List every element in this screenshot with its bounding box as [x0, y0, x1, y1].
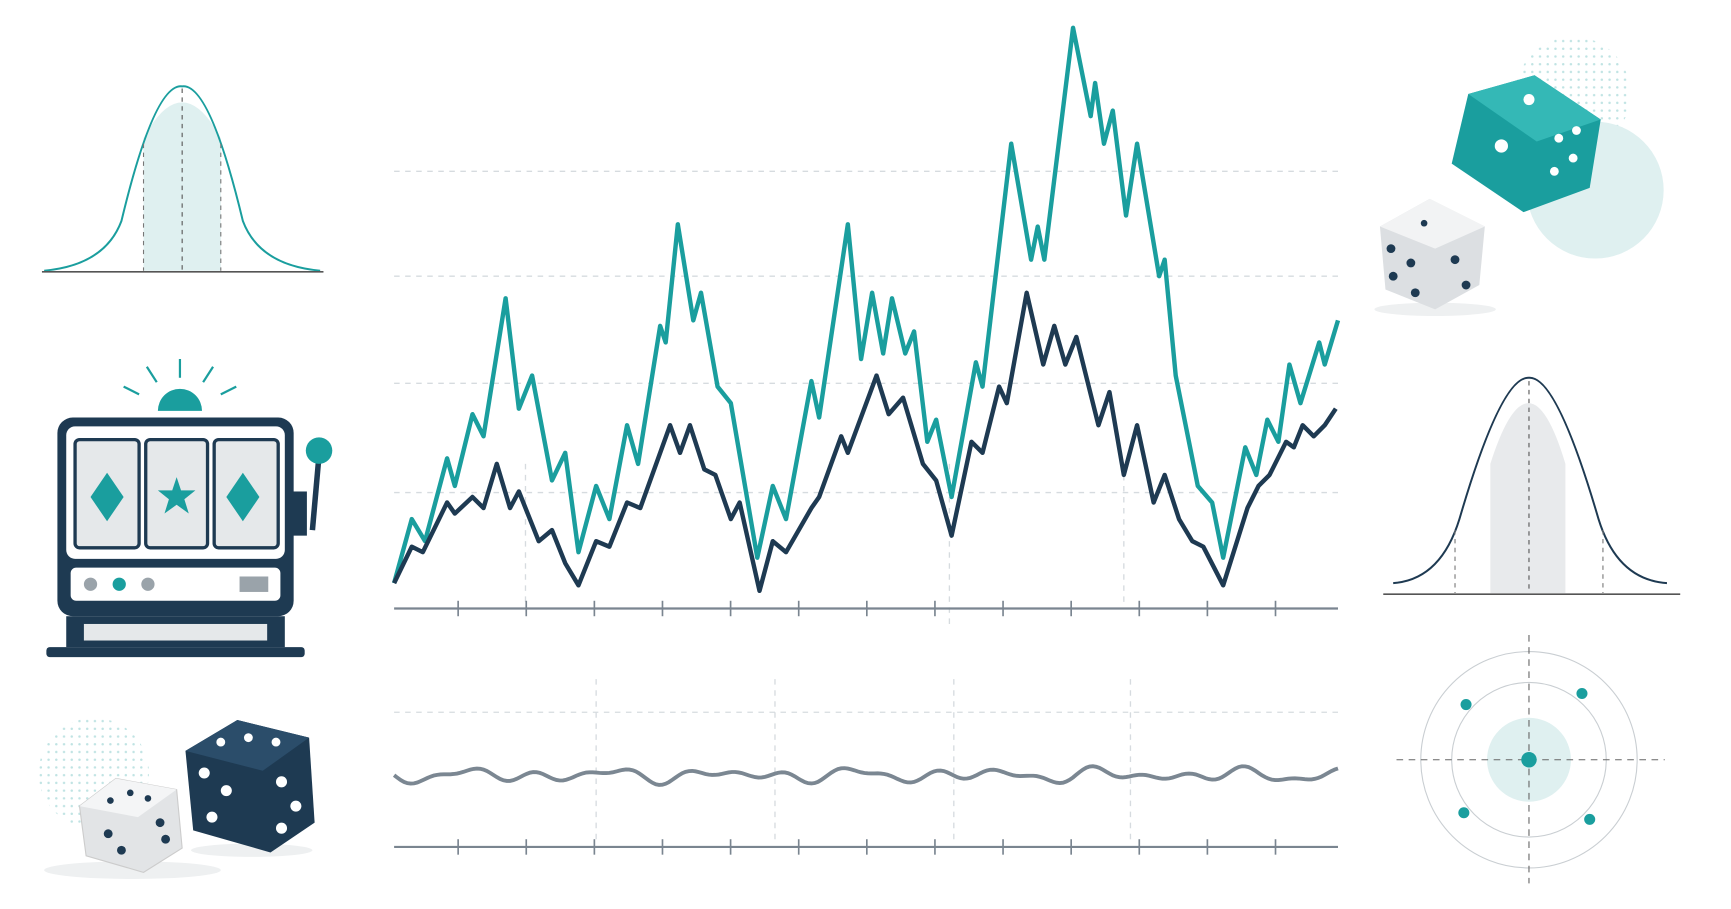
target-part-part: [1460, 699, 1472, 711]
dice-right-part-part: [1386, 244, 1396, 254]
slot-machine-part-part: [220, 385, 237, 396]
slot-machine-part: [83, 577, 98, 591]
slot-machine-part-part: [123, 385, 140, 396]
dice-left-part-part: [220, 785, 232, 797]
slot-machine-part: [83, 623, 268, 641]
dice-left-part-part: [275, 776, 288, 788]
lower-chart: [392, 679, 1339, 855]
dice-right-part-part: [1450, 255, 1460, 265]
bell-curve-left-part: [44, 85, 321, 272]
target: [1396, 634, 1665, 884]
dice-right-part-part: [1549, 166, 1559, 176]
dice-right-part-part: [1406, 258, 1416, 268]
dice-left-part: [198, 733, 302, 834]
dice-left-part-part: [216, 737, 226, 747]
slot-machine-part: [305, 437, 333, 464]
dice-left: [38, 717, 315, 879]
dice-left-part-part: [161, 834, 171, 844]
bell-curve-right-part: [1393, 376, 1668, 585]
dice-right-part: [1386, 219, 1471, 298]
dice-right-part: [1468, 75, 1601, 142]
dice-right-part-part: [1494, 139, 1509, 153]
noise-line: [392, 764, 1339, 787]
slot-machine-part: [157, 388, 203, 411]
dice-right-part-part: [1410, 288, 1420, 298]
dice-right-part-part: [1572, 126, 1581, 135]
dice-left-part: [103, 789, 171, 855]
slot-machine-part: [46, 647, 305, 658]
dice-left-part-part: [126, 789, 134, 797]
target-part: [1458, 687, 1596, 825]
dice-right-part-part: [1461, 280, 1471, 290]
slot-machine-part: [226, 472, 260, 522]
bell-curve-left: [41, 85, 324, 273]
dice-left-part-part: [155, 818, 165, 828]
slot-machine-part: [239, 576, 269, 592]
dice-left-part: [190, 843, 313, 857]
dice-right-part-part: [1420, 219, 1428, 227]
slot-machine-part: [90, 472, 124, 522]
dice-left-part-part: [275, 822, 288, 834]
dice-left-part-part: [198, 767, 210, 779]
dice-left-part-part: [144, 795, 152, 802]
slot-machine-part: [70, 567, 281, 601]
slot-machine: [46, 359, 333, 658]
dice-left-part-part: [206, 811, 218, 823]
slot-machine-part: [123, 359, 237, 396]
target-part-part: [1458, 807, 1470, 819]
dice-right-part: [1374, 302, 1496, 316]
bell-curve-right: [1383, 376, 1681, 595]
dice-right-part: [1494, 94, 1581, 176]
slot-machine-part-part: [202, 366, 214, 383]
dice-right: [1374, 36, 1664, 316]
dice-left-part-part: [243, 733, 253, 743]
slot-machine-part: [291, 491, 307, 536]
dice-left-part-part: [107, 797, 114, 804]
slot-machine-part-part: [145, 366, 158, 383]
slot-machine-part: [141, 577, 155, 591]
dice-left-part: [185, 720, 310, 771]
target-part-part: [1584, 813, 1596, 825]
bell-curve-right-part: [1490, 403, 1566, 594]
dice-left-part-part: [290, 800, 302, 812]
dice-left-part: [44, 861, 221, 879]
dice-left-part-part: [103, 829, 113, 839]
target-part-part: [1521, 752, 1537, 768]
axis-ticks: [457, 600, 1277, 617]
dice-right-part-part: [1523, 94, 1535, 106]
axis-ticks: [457, 839, 1277, 855]
dice-left-part: [79, 778, 177, 818]
dark-line: [392, 290, 1338, 594]
slot-machine-part: [112, 577, 126, 591]
target-part-part: [1576, 687, 1588, 700]
slot-machine-part: [157, 477, 196, 514]
dice-right-part-part: [1554, 133, 1564, 143]
dice-left-part-part: [271, 737, 281, 747]
teal-line: [391, 25, 1341, 584]
main-chart: [391, 25, 1341, 624]
dice-left-part-part: [117, 845, 126, 855]
slot-machine-part: [309, 454, 322, 531]
dice-right-part-part: [1568, 153, 1578, 163]
dice-right-part: [1379, 198, 1485, 249]
dice-right-part-part: [1388, 271, 1398, 281]
